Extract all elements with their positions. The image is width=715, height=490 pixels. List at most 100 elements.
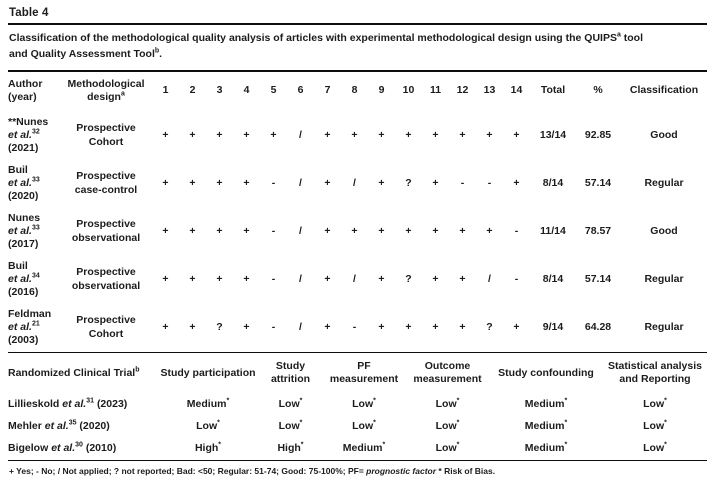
mark-cell: - [460, 176, 465, 189]
mark-cell: / [299, 224, 302, 237]
divider [8, 69, 707, 72]
author-name: **Nunes [8, 116, 49, 129]
table-row: Buil et al.34 (2016) Prospective observatio… [8, 256, 708, 304]
col-header-item: 14 [510, 84, 523, 97]
risk-value-sup: * [664, 441, 667, 449]
classification-cell: Regular [644, 272, 684, 285]
author-ref: 21 [31, 320, 40, 328]
mark-cell: - [271, 272, 276, 285]
mark-cell: + [216, 176, 223, 189]
footnote-text: + Yes; - No; / Not applied; ? not report… [9, 466, 367, 477]
author-ref: 32 [31, 128, 40, 136]
mark-cell: + [189, 320, 196, 333]
risk-value-sup: * [218, 441, 222, 449]
author-ref: 34 [31, 272, 40, 280]
author-etal: et al. [51, 442, 76, 455]
risk-value-cell: Low* [258, 416, 323, 438]
mark-cell: + [243, 320, 250, 333]
col-header-design: Methodological designa [60, 72, 152, 112]
mark-cell: + [432, 224, 439, 237]
footnote-italic-text: prognostic factor [366, 466, 437, 477]
col-header-item: 1 [162, 84, 169, 97]
header-text: (year) [8, 91, 37, 104]
col-header-item: 12 [456, 84, 469, 97]
total-cell: 9/14 [542, 320, 564, 333]
risk-value-cell: Low* [602, 416, 708, 438]
total-cell: 13/14 [539, 128, 567, 141]
risk-value-sup: * [664, 397, 667, 405]
mark-cell: - [271, 176, 276, 189]
mark-cell: ? [405, 272, 412, 285]
divider [8, 460, 707, 462]
risk-value-sup: * [299, 419, 303, 427]
mark-cell: + [432, 128, 439, 141]
mark-cell: ? [216, 320, 223, 333]
design-cell: Prospective Cohort [76, 314, 136, 340]
risk-value: Low [643, 442, 665, 455]
mark-cell: + [216, 128, 223, 141]
mark-cell: + [162, 272, 169, 285]
caption-sup-a: a [616, 31, 621, 39]
mark-cell: + [189, 224, 196, 237]
author-year: (2020) [79, 420, 110, 433]
col-header-item: 10 [402, 84, 415, 97]
author-year: (2021) [8, 142, 39, 155]
author-ref: 31 [86, 397, 95, 405]
risk-value-sup: * [300, 441, 304, 449]
col-header-item: 4 [243, 84, 250, 97]
table-footnote: + Yes; - No; / Not applied; ? not report… [9, 466, 707, 478]
risk-value-cell: High* [158, 438, 258, 460]
col-header-statistical: Statistical analysis and Reporting [608, 359, 702, 386]
author-cell: Buil et al.34 (2016) [8, 256, 60, 304]
mark-cell: - [514, 224, 519, 237]
mark-cell: + [162, 176, 169, 189]
trial-author-cell: Lillieskold et al.31 (2023) [8, 394, 158, 416]
mark-cell: + [189, 128, 196, 141]
design-cell: Prospective case-control [74, 170, 138, 196]
risk-value: Low [352, 398, 374, 411]
risk-value-sup: * [456, 397, 460, 405]
mark-cell: / [353, 176, 356, 189]
mark-cell: / [353, 272, 356, 285]
risk-value-cell: Low* [405, 416, 490, 438]
author-year: (2016) [8, 286, 39, 299]
mark-cell: + [324, 176, 331, 189]
table-row: Buil et al.33 (2020) Prospective case-contr… [8, 160, 708, 208]
mark-cell: + [216, 224, 223, 237]
author-name: Lillieskold [8, 398, 60, 411]
total-cell: 11/14 [540, 224, 566, 237]
col-header-item: 8 [351, 84, 358, 97]
mark-cell: + [405, 320, 412, 333]
risk-value-cell: Medium* [158, 394, 258, 416]
mark-cell: + [243, 224, 250, 237]
author-etal: et al. [8, 177, 32, 190]
caption-sup-b: b [154, 47, 160, 55]
author-etal: et al. [8, 225, 32, 238]
mark-cell: + [459, 128, 466, 141]
col-header-total: Total [540, 84, 566, 97]
mark-cell: + [378, 128, 385, 141]
risk-value: Medium [342, 442, 383, 455]
risk-value: Low [278, 398, 300, 411]
quips-table-body: **Nunes et al. 32 (2021) Prospective Cohort +… [8, 112, 708, 352]
author-cell: Buil et al.33 (2020) [8, 160, 60, 208]
col-header-participation: Study participation [160, 366, 256, 379]
risk-value-cell: Low* [323, 416, 405, 438]
author-ref: 33 [31, 176, 40, 184]
col-header-item: 6 [297, 84, 304, 97]
col-header-item: 9 [378, 84, 385, 97]
author-etal: et al. [8, 273, 32, 286]
author-cell: Nunes et al.33 (2017) [8, 208, 60, 256]
col-header-classification: Classification [629, 84, 699, 97]
design-cell: Prospective observational [71, 266, 141, 292]
mark-cell: ? [486, 320, 493, 333]
risk-value-sup: * [299, 397, 303, 405]
mark-cell: + [189, 176, 196, 189]
risk-value-sup: * [217, 419, 220, 427]
risk-value: Medium [524, 420, 565, 433]
mark-cell: - [352, 320, 357, 333]
mark-cell: + [243, 128, 250, 141]
col-header-item: 5 [270, 84, 277, 97]
divider [8, 351, 707, 353]
risk-value: Low [435, 398, 457, 411]
